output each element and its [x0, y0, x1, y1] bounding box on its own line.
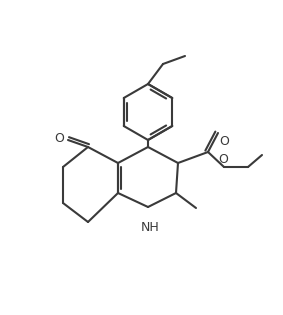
Text: O: O	[218, 153, 228, 166]
Text: NH: NH	[141, 221, 159, 234]
Text: O: O	[219, 135, 229, 148]
Text: O: O	[54, 133, 64, 146]
